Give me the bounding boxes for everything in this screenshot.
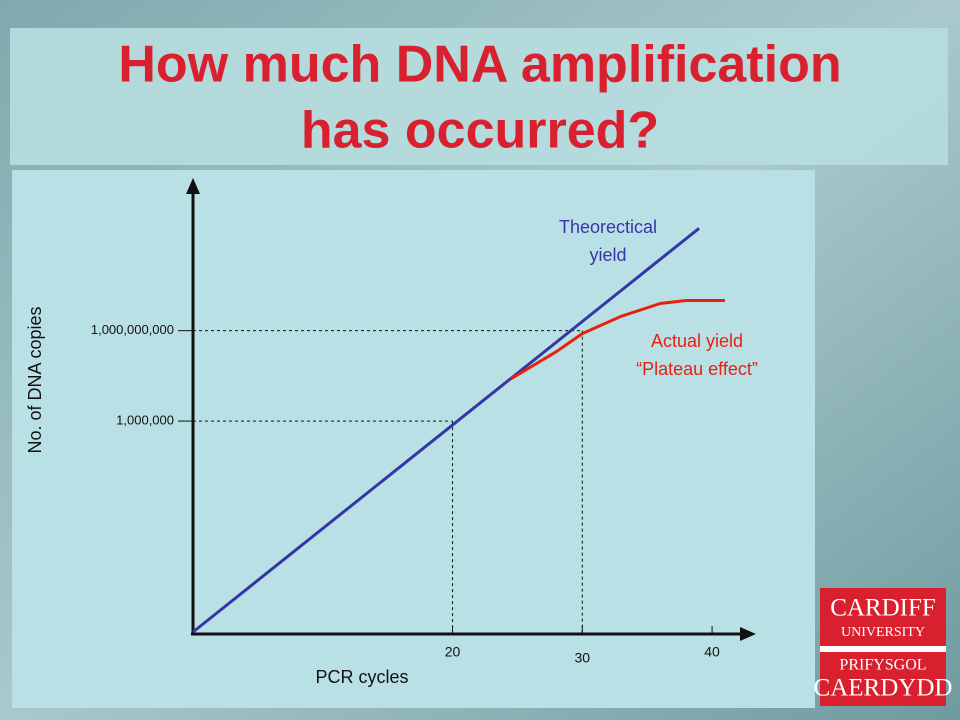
x-tick-label: 40 (704, 644, 720, 660)
annotation: Theorectical (559, 217, 657, 237)
line-series (510, 299, 725, 381)
annotation: “Plateau effect” (636, 359, 758, 379)
line-series (192, 227, 701, 634)
logo-text: CARDIFF (830, 595, 936, 622)
x-axis-arrow (740, 627, 756, 641)
annotation: yield (589, 245, 626, 265)
annotation: Actual yield (651, 331, 743, 351)
logo-text: PRIFYSGOL (839, 657, 926, 674)
y-axis-label: No. of DNA copies (25, 306, 45, 453)
title: has occurred? (301, 102, 659, 160)
x-axis-label: PCR cycles (315, 667, 408, 687)
title: How much DNA amplification (118, 36, 841, 94)
y-tick-label: 1,000,000 (116, 413, 174, 428)
x-tick-label: 20 (445, 644, 461, 660)
title-box (10, 28, 948, 165)
logo-text: UNIVERSITY (841, 625, 925, 640)
chart-panel (12, 170, 815, 708)
x-tick-label: 30 (575, 650, 591, 666)
logo-text: CAERDYDD (814, 675, 953, 702)
y-tick-label: 1,000,000,000 (91, 322, 174, 337)
logo: CARDIFF UNIVERSITY PRIFYSGOL CAERDYDD (814, 588, 953, 706)
logo-stripe (820, 646, 946, 652)
y-axis-arrow (186, 178, 200, 194)
